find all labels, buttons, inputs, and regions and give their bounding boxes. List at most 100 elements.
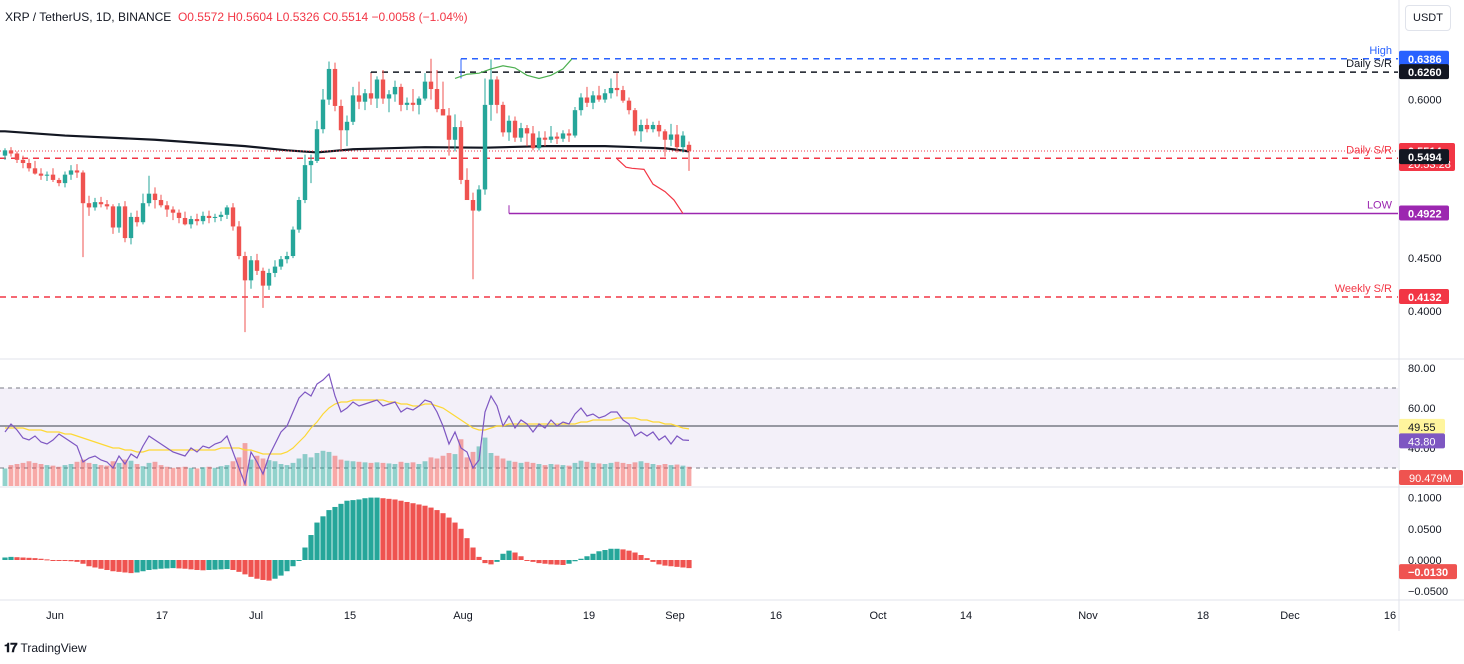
- level-price-badge: [1399, 205, 1449, 221]
- volume-bar: [134, 464, 140, 486]
- volume-bar: [650, 464, 656, 486]
- time-tick-label: 19: [583, 610, 595, 622]
- volume-bar: [512, 461, 518, 486]
- macd-histogram-bar: [266, 560, 272, 581]
- macd-histogram-bar: [320, 516, 326, 560]
- volume-bar: [332, 455, 338, 486]
- volume-bar: [20, 462, 26, 486]
- candle-body: [176, 212, 182, 218]
- macd-histogram-bar: [626, 550, 632, 560]
- candle-body: [638, 124, 644, 132]
- volume-bar: [188, 467, 194, 486]
- currency-button[interactable]: USDT: [1405, 5, 1451, 31]
- macd-histogram-bar: [14, 557, 20, 560]
- macd-histogram-bar: [44, 559, 50, 561]
- ma200-price-badge: [1399, 149, 1449, 165]
- volume-bar: [302, 454, 308, 486]
- candle-body: [578, 97, 584, 111]
- candle-body: [116, 206, 122, 228]
- volume-bar: [182, 466, 188, 486]
- volume-bar: [254, 455, 260, 486]
- level-price-badge: [1399, 64, 1449, 80]
- rsi-badge-text: 43.80: [1408, 436, 1436, 448]
- macd-histogram-bar: [302, 547, 308, 560]
- macd-tick-label: −0.0500: [1408, 586, 1448, 598]
- macd-histogram-bar: [338, 503, 344, 560]
- candle-body: [674, 134, 680, 148]
- volume-bar: [632, 462, 638, 486]
- volume-bar: [680, 465, 686, 486]
- tradingview-brand[interactable]: 𝟏𝟕 TradingView: [4, 640, 87, 656]
- macd-histogram-bar: [596, 551, 602, 560]
- volume-bar: [320, 450, 326, 486]
- close-value: C0.5514: [322, 10, 369, 24]
- volume-bar: [116, 462, 122, 486]
- macd-histogram-bar: [614, 548, 620, 560]
- macd-histogram-bar: [212, 560, 218, 570]
- candle-body: [74, 170, 80, 173]
- macd-histogram-bar: [620, 549, 626, 560]
- candle-body: [194, 219, 200, 222]
- macd-histogram-bar: [458, 528, 464, 560]
- volume-bar: [686, 466, 692, 486]
- macd-histogram-bar: [554, 560, 560, 565]
- macd-tick-label: 0.0500: [1408, 524, 1442, 536]
- macd-histogram-bar: [344, 500, 350, 560]
- volume-bar: [602, 464, 608, 486]
- volume-bar: [554, 464, 560, 486]
- macd-histogram-bar: [128, 560, 134, 574]
- candle-body: [530, 133, 536, 149]
- volume-bar: [338, 459, 344, 486]
- volume-bar: [662, 464, 668, 486]
- macd-histogram-bar: [308, 535, 314, 560]
- ma200-price-text: 0.5494: [1408, 152, 1443, 164]
- macd-histogram-bar: [230, 560, 236, 570]
- volume-bar: [104, 465, 110, 486]
- candle-body: [44, 174, 50, 176]
- level-price-text: 0.6260: [1408, 67, 1442, 79]
- macd-histogram-bar: [650, 560, 656, 562]
- volume-bar: [44, 465, 50, 486]
- ma200-line: [0, 130, 690, 154]
- macd-histogram-bar: [104, 560, 110, 570]
- volume-bar: [272, 461, 278, 486]
- volume-bar: [62, 465, 68, 486]
- macd-histogram-bar: [248, 560, 254, 577]
- macd-histogram-bar: [56, 560, 62, 561]
- candle-body: [170, 209, 176, 213]
- candle-body: [464, 179, 470, 201]
- candle-body: [608, 87, 614, 94]
- volume-bar: [278, 464, 284, 486]
- candle-body: [434, 89, 440, 110]
- volume-bar: [626, 464, 632, 486]
- volume-bar: [218, 466, 224, 486]
- volume-bar: [2, 468, 8, 486]
- candle-body: [356, 95, 362, 102]
- macd-histogram-bar: [680, 560, 686, 568]
- volume-bar: [368, 462, 374, 486]
- time-tick-label: 16: [770, 610, 782, 622]
- volume-bar: [176, 467, 182, 486]
- macd-histogram-bar: [260, 560, 266, 580]
- volume-bar: [8, 465, 14, 486]
- candle-body: [224, 207, 230, 215]
- macd-histogram-bar: [326, 510, 332, 560]
- volume-bar: [140, 466, 146, 486]
- candle-body: [152, 193, 158, 201]
- price-tick-label: 0.6000: [1408, 95, 1442, 107]
- level-label: High: [1369, 45, 1392, 57]
- candle-body: [524, 128, 530, 134]
- change-value: −0.0058 (−1.04%): [371, 10, 468, 24]
- volume-bar: [344, 460, 350, 486]
- macd-histogram-bar: [278, 560, 284, 576]
- level-price-badge: [1399, 289, 1449, 305]
- macd-histogram-bar: [368, 497, 374, 560]
- candle-body: [56, 179, 62, 184]
- volume-bar: [326, 451, 332, 486]
- macd-histogram-bar: [242, 560, 248, 575]
- time-tick-label: Aug: [453, 610, 473, 622]
- macd-histogram-bar: [272, 560, 278, 579]
- symbol-label[interactable]: XRP / TetherUS, 1D, BINANCE: [5, 10, 172, 24]
- time-tick-label: 18: [1197, 610, 1209, 622]
